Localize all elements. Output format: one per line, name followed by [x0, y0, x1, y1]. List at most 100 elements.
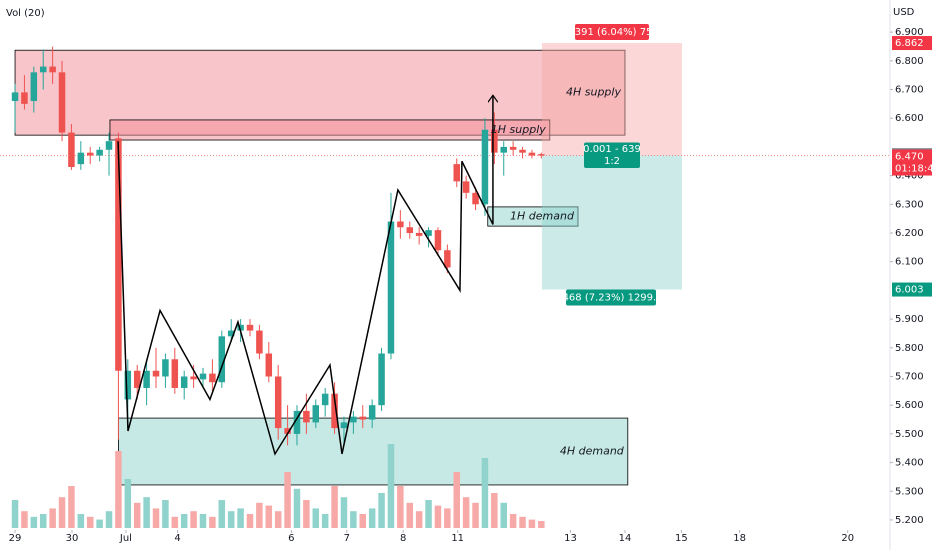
candle-body	[171, 359, 179, 388]
volume-bar	[77, 514, 85, 528]
stop-price-tag: 6.862	[895, 38, 924, 49]
candle-body	[397, 221, 404, 228]
candle-body	[237, 324, 244, 331]
volume-bar	[368, 508, 376, 528]
y-tick-label: 5.400	[895, 458, 924, 469]
x-tick-label: 18	[733, 533, 746, 544]
y-tick-label: 5.800	[895, 343, 924, 354]
candle-body	[11, 92, 19, 102]
volume-bar	[509, 514, 517, 528]
zone-label: 4H demand	[560, 445, 625, 458]
zone	[109, 119, 551, 141]
candle-body	[284, 428, 291, 434]
candle-body	[218, 336, 226, 383]
zone	[118, 417, 629, 486]
x-tick-label: Jul	[119, 533, 132, 544]
volume-bar	[49, 508, 56, 528]
y-tick-label: 5.600	[895, 400, 924, 411]
volume-bar	[190, 511, 197, 528]
candle-body	[331, 393, 338, 429]
y-tick-label: 6.900	[895, 27, 924, 38]
candle-body	[39, 66, 47, 73]
stop-price-tag-bg	[892, 36, 932, 51]
pattern-line	[117, 95, 493, 456]
y-tick-label: 5.500	[895, 429, 924, 440]
candle-body	[265, 353, 273, 377]
volume-bar	[293, 488, 301, 528]
volume-bar	[133, 502, 141, 528]
candle-body	[538, 154, 545, 156]
volume-bar	[331, 486, 338, 528]
candle-body	[378, 353, 385, 406]
volume-bar	[86, 516, 94, 528]
indicator-label: Vol (20)	[6, 8, 45, 19]
candle-body	[481, 129, 489, 205]
volume-bar	[246, 514, 254, 528]
volume-bar	[491, 493, 498, 528]
target-price-tag-bg	[892, 282, 932, 297]
candle-body	[105, 141, 113, 150]
volume-bar	[96, 519, 103, 528]
candle-body	[340, 422, 348, 429]
candle-body	[209, 373, 216, 383]
candle-body	[387, 221, 395, 354]
y-tick-label: 6.200	[895, 228, 924, 239]
x-tick-label: 30	[66, 533, 79, 544]
candle-body	[462, 181, 470, 193]
volume-bar	[350, 511, 357, 528]
volume-bar	[472, 502, 479, 528]
x-tick-label: 15	[675, 533, 688, 544]
candle-body	[415, 233, 423, 236]
candle-body	[68, 132, 75, 168]
volume-bar	[58, 497, 66, 528]
volume-bar	[143, 497, 150, 528]
candle-body	[180, 376, 188, 388]
volume-bar	[340, 497, 348, 528]
volume-bar	[538, 521, 545, 528]
volume-bar	[415, 511, 423, 528]
volume-bar	[359, 514, 367, 528]
x-tick-label: 20	[841, 533, 854, 544]
x-tick-label: 13	[564, 533, 577, 544]
x-tick-label: 29	[9, 533, 22, 544]
volume-bar	[199, 514, 207, 528]
candle-body	[444, 250, 451, 268]
volume-bar	[227, 511, 235, 528]
volume-bar	[378, 493, 385, 528]
candle-body	[246, 324, 254, 331]
volume-bar	[303, 500, 310, 528]
candle-body	[293, 410, 301, 434]
volume-bar	[274, 511, 282, 528]
volume-bar	[481, 458, 489, 528]
candle-body	[303, 410, 310, 423]
zone-label: 1H demand	[510, 210, 575, 223]
target-zone	[541, 155, 682, 290]
volume-bar	[462, 497, 470, 528]
volume-bar	[218, 500, 226, 528]
volume-bar	[444, 508, 451, 528]
volume-bar	[425, 500, 432, 528]
candle-body	[96, 149, 103, 156]
volume-bar	[500, 502, 507, 528]
volume-bar	[265, 505, 273, 528]
volume-bar	[105, 511, 113, 528]
volume-bar	[115, 451, 122, 528]
zone-label: 1H supply	[491, 123, 546, 136]
candle-body	[21, 92, 28, 104]
target-price-tag: 6.003	[895, 285, 924, 296]
volume-bar	[68, 486, 75, 528]
volume-bar	[453, 472, 460, 528]
candle-body	[472, 192, 479, 205]
candle-body	[350, 416, 357, 423]
y-tick-label: 5.200	[895, 515, 924, 526]
target-label-box	[566, 289, 656, 306]
volume-bar	[519, 516, 526, 528]
candle-body	[152, 370, 160, 377]
last-price-tag-bg	[892, 149, 932, 176]
candle-body	[321, 393, 329, 406]
y-tick-label: 6.800	[895, 56, 924, 67]
y-tick-label: 6.100	[895, 257, 924, 268]
volume-bar	[434, 505, 442, 528]
candle-body	[115, 138, 122, 371]
